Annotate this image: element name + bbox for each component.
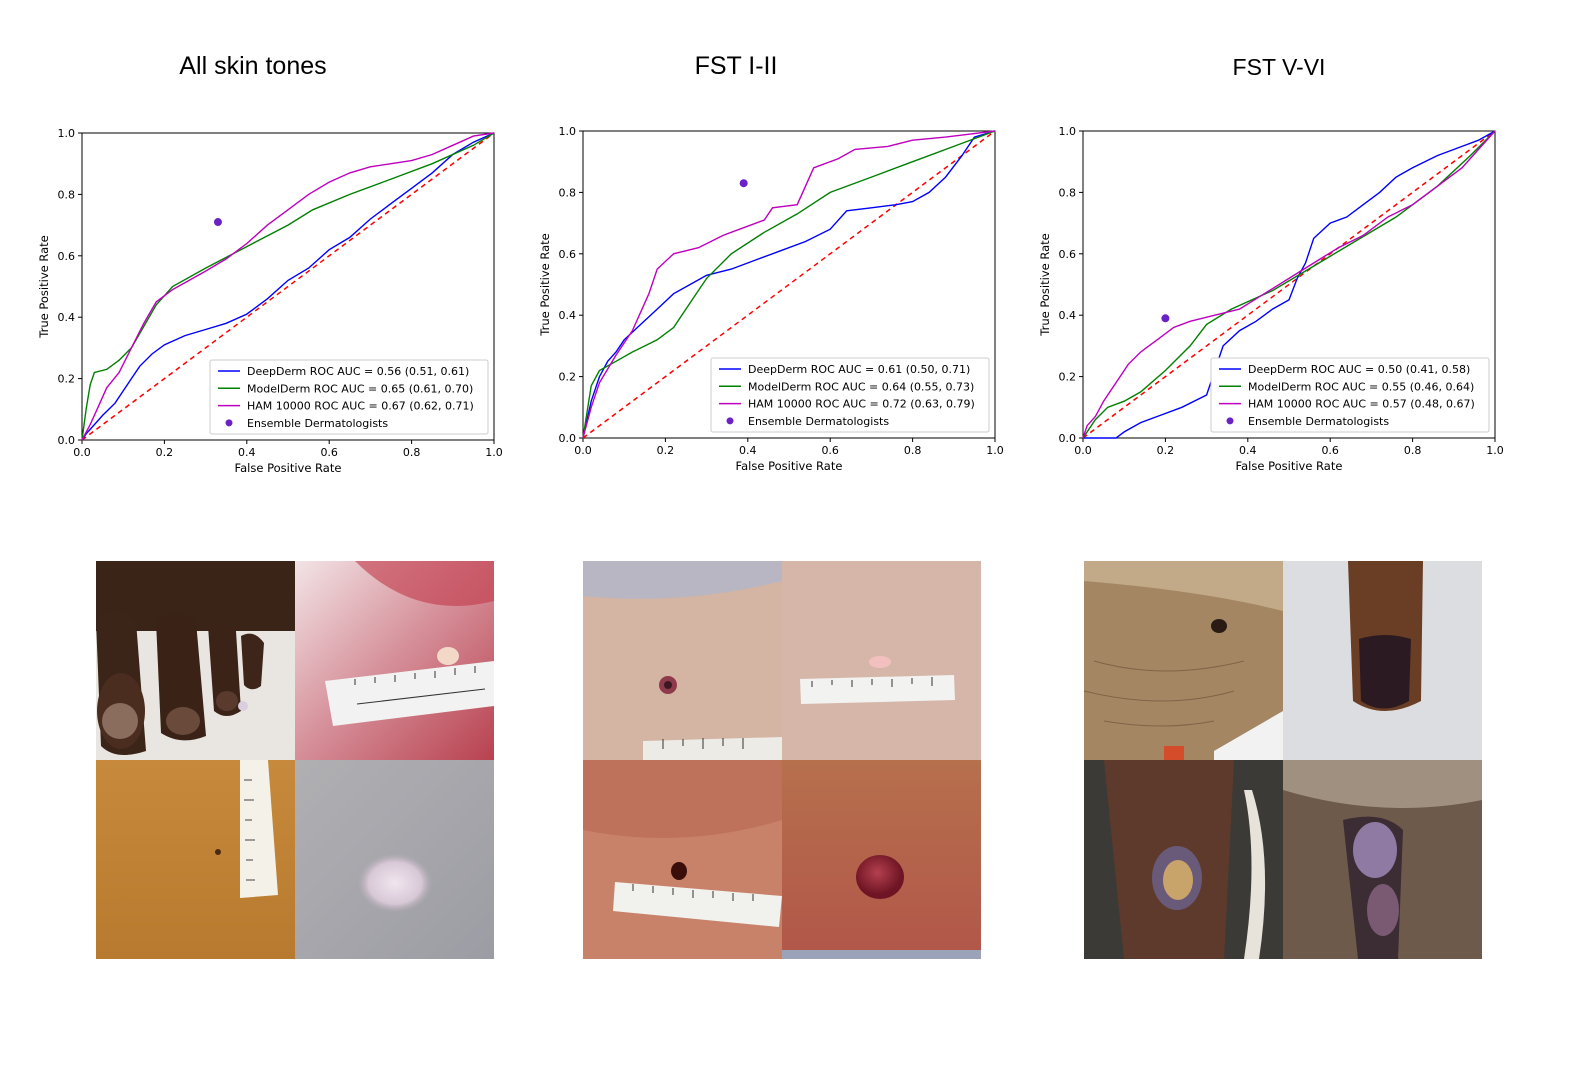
small-pigmented-papule-photo: [583, 561, 782, 760]
legend-entry-label: HAM 10000 ROC AUC = 0.67 (0.62, 0.71): [247, 400, 474, 413]
x-tick-label: 1.0: [485, 446, 503, 459]
roc-chart-fst-v-vi: 0.0 0.2 0.4 0.6 0.8 1.0 0.0 0.2 0.4 0.6 0.8 1.0 Fals…: [1038, 125, 1504, 473]
legend-box: [1210, 357, 1490, 433]
tan-skin-lesion-ruler-photo: [96, 760, 295, 959]
y-tick-label: 0.8: [559, 186, 577, 199]
y-tick-label: 0.8: [1059, 186, 1077, 199]
y-axis-label: True Positive Rate: [37, 235, 51, 338]
sole-pigmented-lesion-photo: [1084, 561, 1283, 760]
y-tick-label: 1.0: [1059, 125, 1077, 138]
y-tick-label: 0.2: [58, 373, 76, 386]
x-tick-label: 1.0: [1486, 444, 1504, 457]
legend-entry-label: HAM 10000 ROC AUC = 0.72 (0.63, 0.79): [748, 398, 975, 411]
x-tick-label: 0.6: [821, 444, 839, 457]
photo-grid-all-skin-tones: [96, 561, 494, 959]
y-tick-label: 0.4: [559, 309, 577, 322]
legend-entry-label: DeepDerm ROC AUC = 0.50 (0.41, 0.58): [1248, 363, 1470, 376]
x-tick-label: 1.0: [986, 444, 1004, 457]
photo-grid-fst-i-ii: [583, 561, 981, 959]
x-tick-label: 0.6: [1321, 444, 1339, 457]
x-tick-label: 0.2: [1157, 444, 1175, 457]
y-tick-label: 0.6: [58, 250, 76, 263]
legend-entry-label: ModelDerm ROC AUC = 0.55 (0.46, 0.64): [1248, 380, 1474, 393]
y-tick-label: 1.0: [559, 125, 577, 138]
modelderm-roc-line: [81, 132, 495, 441]
y-tick-label: 0.2: [1059, 371, 1077, 384]
panel-title-fst-v-vi: FST V-VI: [1232, 54, 1326, 80]
x-tick-label: 0.6: [320, 446, 338, 459]
x-tick-label: 0.8: [1404, 444, 1422, 457]
ham10000-roc-line: [1082, 130, 1496, 439]
x-tick-label: 0.0: [574, 444, 592, 457]
chance-diagonal-line: [81, 132, 495, 441]
x-tick-label: 0.0: [73, 446, 91, 459]
legend-entry-label: Ensemble Dermatologists: [247, 417, 388, 430]
x-tick-label: 0.8: [904, 444, 922, 457]
x-axis-label: False Positive Rate: [1236, 459, 1343, 473]
ensemble-dermatologists-point: [739, 179, 748, 188]
roc-chart-fst-i-ii: 0.0 0.2 0.4 0.6 0.8 1.0 0.0 0.2 0.4 0.6 0.8 1.0 Fals…: [538, 125, 1004, 473]
x-tick-label: 0.2: [156, 446, 174, 459]
pink-papule-ruler-photo: [782, 561, 981, 760]
legend-dot-swatch: [225, 419, 233, 427]
deepderm-roc-line: [81, 132, 495, 441]
legend-box: [209, 359, 489, 435]
panel-title-fst-i-ii: FST I-II: [694, 52, 778, 80]
photo-grid-fst-v-vi: [1084, 561, 1482, 959]
y-tick-label: 0.4: [1059, 309, 1077, 322]
legend-entry-label: Ensemble Dermatologists: [1248, 415, 1389, 428]
panel-title-all-skin-tones: All skin tones: [179, 52, 327, 80]
y-tick-label: 0.0: [1059, 432, 1077, 445]
x-tick-label: 0.4: [1239, 444, 1257, 457]
pink-skin-nodule-ruler-photo: [295, 561, 494, 760]
legend-entry-label: Ensemble Dermatologists: [748, 415, 889, 428]
y-tick-label: 0.6: [1059, 248, 1077, 261]
ensemble-dermatologists-point: [1161, 314, 1170, 323]
y-tick-label: 1.0: [58, 127, 76, 140]
legend-entry-label: DeepDerm ROC AUC = 0.56 (0.51, 0.61): [247, 365, 469, 378]
roc-chart-all-skin-tones: 0.0 0.2 0.4 0.6 0.8 1.0 0.0 0.2 0.4 0.6 0.8 1.0 Fals…: [37, 127, 503, 475]
x-tick-label: 0.4: [238, 446, 256, 459]
ham10000-roc-line: [81, 132, 495, 441]
x-axis-label: False Positive Rate: [235, 461, 342, 475]
toes-dark-skin-photo: [96, 561, 295, 760]
y-axis-label: True Positive Rate: [538, 233, 552, 336]
dark-fingernail-photo: [1283, 561, 1482, 760]
y-tick-label: 0.6: [559, 248, 577, 261]
dark-papule-ruler-photo: [583, 760, 782, 959]
x-tick-label: 0.2: [657, 444, 675, 457]
deepderm-roc-line: [1083, 130, 1496, 439]
legend-entry-label: ModelDerm ROC AUC = 0.65 (0.61, 0.70): [247, 382, 473, 395]
ensemble-dermatologists-point: [213, 218, 222, 227]
deepderm-roc-line: [582, 130, 996, 439]
y-tick-label: 0.4: [58, 311, 76, 324]
x-axis-label: False Positive Rate: [736, 459, 843, 473]
legend-box: [710, 357, 990, 433]
x-tick-label: 0.8: [403, 446, 421, 459]
y-tick-label: 0.8: [58, 188, 76, 201]
y-tick-label: 0.2: [559, 371, 577, 384]
y-tick-label: 0.0: [559, 432, 577, 445]
y-axis-label: True Positive Rate: [1038, 233, 1052, 336]
ham10000-roc-line: [582, 130, 996, 439]
legend-entry-label: HAM 10000 ROC AUC = 0.57 (0.48, 0.67): [1248, 398, 1475, 411]
x-tick-label: 0.0: [1074, 444, 1092, 457]
legend-entry-label: ModelDerm ROC AUC = 0.64 (0.55, 0.73): [748, 380, 974, 393]
red-nodule-photo: [782, 760, 981, 959]
legend-dot-swatch: [726, 417, 734, 425]
y-tick-label: 0.0: [58, 434, 76, 447]
leg-ulcer-photo: [1084, 760, 1283, 959]
ulcerated-plaque-photo: [1283, 760, 1482, 959]
legend-entry-label: DeepDerm ROC AUC = 0.61 (0.50, 0.71): [748, 363, 970, 376]
chance-diagonal-line: [582, 130, 996, 439]
white-patch-photo: [295, 760, 494, 959]
x-tick-label: 0.4: [739, 444, 757, 457]
chance-diagonal-line: [1082, 130, 1496, 439]
legend-dot-swatch: [1226, 417, 1234, 425]
